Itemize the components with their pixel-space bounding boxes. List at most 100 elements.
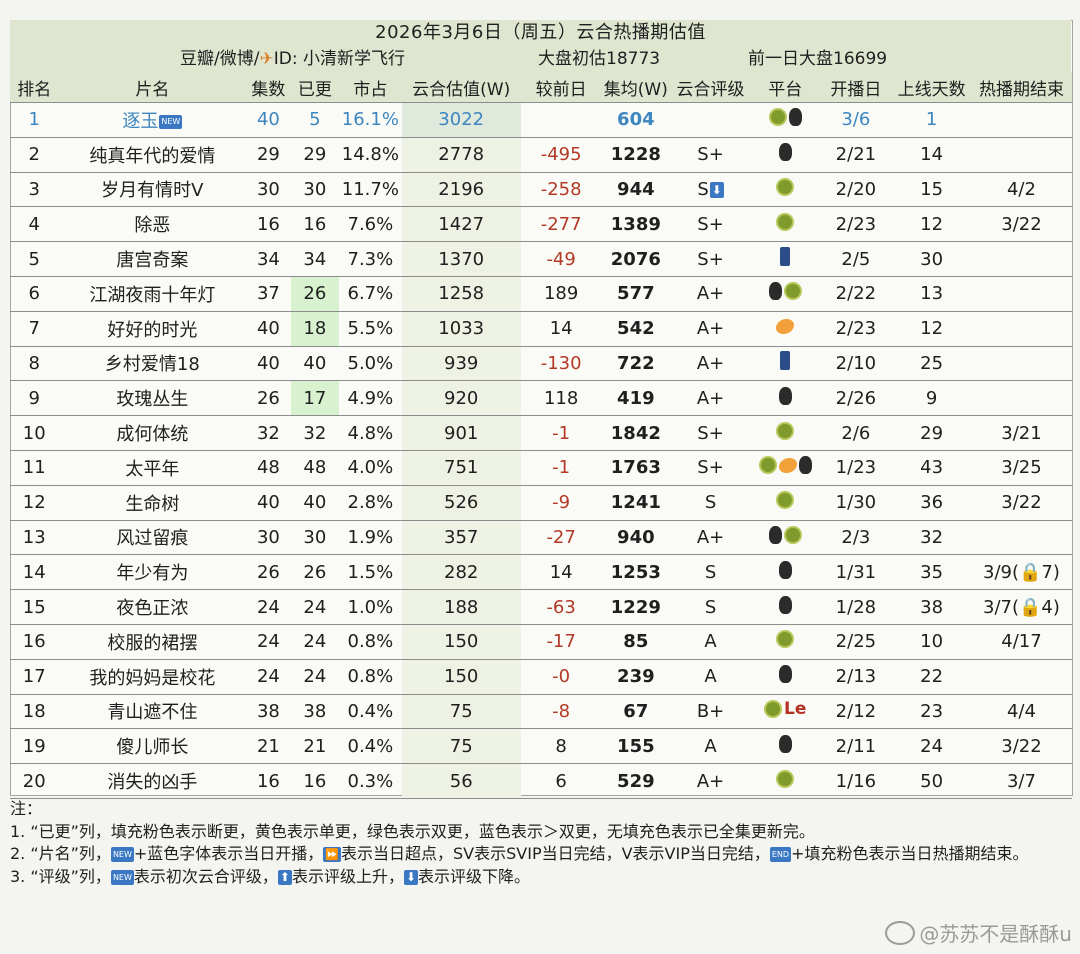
mango-platform-icon: [776, 319, 795, 335]
end-date-cell: [970, 659, 1072, 695]
table-row: 14 年少有为 26 26 1.5% 282 14 1253 S 1/31 35 3/9(🔒7): [10, 554, 1072, 591]
show-name-cell: 乡村爱情18: [58, 346, 247, 382]
days-cell: 12: [892, 206, 971, 243]
start-date-cell: 1/16: [819, 763, 893, 799]
show-name: 消失的凶手: [107, 772, 198, 794]
diff-cell: -9: [520, 485, 602, 521]
author-id: ID: 小清新学飞行: [273, 49, 405, 69]
penguin-platform-icon: [788, 108, 802, 127]
episodes-cell: 24: [246, 659, 291, 695]
column-header: 片名: [58, 72, 247, 103]
new-badge-icon: NEW: [110, 847, 134, 862]
weibo-icon: [885, 920, 916, 945]
platform-cell: [750, 311, 820, 347]
avg-cell: 1842: [601, 415, 671, 451]
end-date-cell: [970, 380, 1072, 417]
diff-cell: -1: [520, 415, 602, 451]
platform-cell: [750, 589, 820, 625]
platform-icons: [776, 491, 795, 510]
avg-cell: 722: [601, 346, 671, 382]
table-row: 6 江湖夜雨十年灯 37 26 6.7% 1258 189 577 A+ 2/22 13: [10, 276, 1072, 312]
rank-cell: 12: [10, 485, 59, 521]
kiwi-platform-icon: [776, 212, 795, 231]
table-row: 9 玫瑰丛生 26 17 4.9% 920 118 419 A+ 2/26 9: [10, 380, 1072, 417]
end-date-cell: 3/22: [970, 206, 1072, 243]
rank-cell: 1: [10, 102, 59, 138]
start-date-cell: 2/3: [819, 520, 893, 556]
episodes-cell: 40: [246, 346, 291, 382]
column-header: 热播期结束: [970, 72, 1072, 103]
days-cell: 30: [892, 241, 971, 277]
penguin-platform-icon: [778, 734, 792, 753]
days-cell: 32: [892, 520, 971, 556]
rating-cell: A: [670, 659, 751, 695]
platform-cell: [750, 102, 820, 138]
platform-cell: [750, 659, 820, 695]
estimate-cell: 1370: [401, 241, 521, 277]
rating-cell: A+: [670, 520, 751, 556]
episodes-cell: 40: [246, 102, 291, 138]
note2-part-b: +蓝色字体表示当日开播，: [133, 844, 324, 863]
new-badge-icon: NEW: [110, 869, 134, 885]
note3-part-b: 表示初次云合评级，: [133, 866, 278, 886]
note2-part-a: 2. “片名”列，: [10, 844, 111, 863]
episodes-cell: 37: [246, 276, 291, 312]
start-date-cell: 2/22: [819, 276, 893, 312]
le-platform-icon: Le: [784, 699, 807, 720]
episodes-cell: 30: [246, 520, 291, 556]
platform-icons: [768, 108, 802, 127]
diff-cell: 14: [520, 311, 602, 347]
episodes-cell: 40: [246, 311, 291, 347]
rocket-icon: ✈: [259, 49, 274, 69]
previous-market: 前一日大盘16699: [748, 49, 888, 69]
rank-cell: 13: [10, 520, 59, 556]
avg-cell: 85: [601, 624, 671, 660]
share-cell: 0.8%: [339, 624, 402, 660]
episodes-cell: 16: [246, 763, 291, 799]
rank-cell: 10: [10, 415, 59, 451]
show-name: 唐宫奇案: [116, 250, 189, 272]
updated-cell: 18: [290, 311, 340, 347]
end-date-cell: [970, 520, 1072, 556]
penguin-platform-icon: [778, 143, 792, 162]
platform-icons: [778, 734, 792, 753]
show-name-cell: 玫瑰丛生: [58, 380, 247, 417]
estimate-cell: 939: [401, 346, 521, 382]
start-date-cell: 2/26: [819, 380, 893, 417]
show-name-cell: 唐宫奇案: [58, 241, 247, 277]
platform-icons: [780, 247, 791, 267]
share-cell: 11.7%: [339, 172, 402, 208]
estimate-cell: 56: [401, 763, 521, 799]
platform-icons: [780, 351, 791, 371]
source-label: 豆瓣/微博/✈ID: 小清新学飞行: [180, 46, 405, 72]
start-date-cell: 2/10: [819, 346, 893, 382]
table-row: 17 我的妈妈是校花 24 24 0.8% 150 -0 239 A 2/13 22: [10, 659, 1072, 695]
platform-cell: [750, 728, 820, 765]
show-name: 纯真年代的爱情: [89, 145, 216, 167]
table-row: 20 消失的凶手 16 16 0.3% 56 6 529 A+ 1/16 50 3/7: [10, 763, 1072, 799]
diff-cell: 14: [520, 554, 602, 591]
updated-cell: 34: [290, 241, 340, 277]
days-cell: 43: [892, 450, 971, 486]
start-date-cell: 1/23: [819, 450, 893, 486]
start-date-cell: 2/20: [819, 172, 893, 208]
avg-cell: 529: [601, 763, 671, 799]
end-date-cell: [970, 102, 1072, 138]
notes-section: 注： 1. “已更”列，填充粉色表示断更，黄色表示单更，绿色表示双更，蓝色表示＞…: [10, 798, 1075, 888]
column-header: 排名: [10, 72, 59, 103]
show-name: 傻儿师长: [116, 737, 189, 759]
estimate-cell: 188: [401, 589, 521, 625]
estimate-cell: 751: [401, 450, 521, 486]
days-cell: 12: [892, 311, 971, 347]
updated-cell: 24: [290, 624, 340, 660]
days-cell: 25: [892, 346, 971, 382]
rank-cell: 20: [10, 763, 59, 799]
column-header: 已更: [290, 72, 340, 103]
column-header: 市占: [339, 72, 402, 103]
estimate-cell: 1427: [401, 206, 521, 243]
table-title: 2026年3月6日（周五）云合热播期估值: [10, 20, 1071, 46]
table-body: 1 逐玉 NEW 40 5 16.1% 3022 604 3/6 1 2 纯真年代的爱情 29 29 14.…: [10, 102, 1072, 799]
updated-cell: 38: [290, 694, 340, 730]
updated-cell: 21: [290, 728, 340, 765]
end-date-cell: 4/17: [970, 624, 1072, 660]
